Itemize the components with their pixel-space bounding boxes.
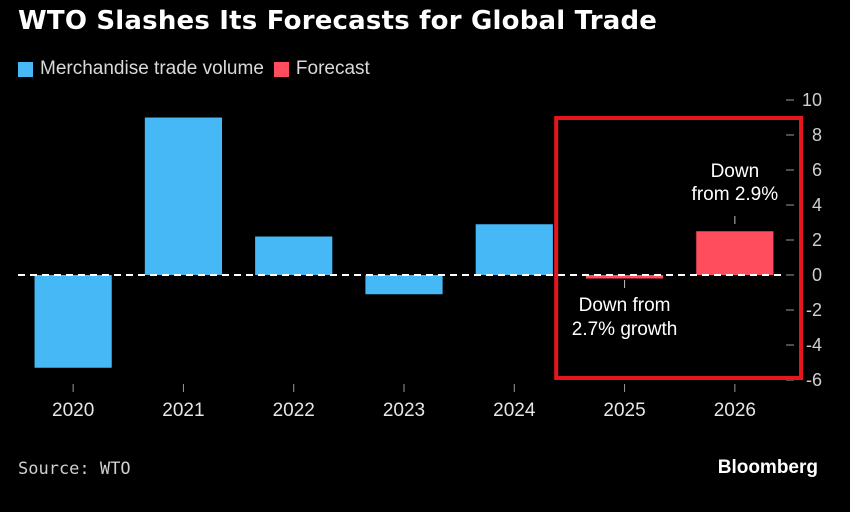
bar-2025 — [585, 275, 664, 279]
legend-label-actual: Merchandise trade volume — [40, 58, 264, 79]
y-tick-label: 10 — [802, 90, 822, 110]
y-tick-label: 4 — [812, 195, 822, 215]
bar-2026 — [696, 231, 774, 275]
legend-item-actual: Merchandise trade volume — [18, 58, 264, 80]
y-tick-label: 0 — [812, 265, 822, 285]
x-tick-label-2026: 2026 — [714, 400, 756, 421]
legend: Merchandise trade volume Forecast — [18, 58, 370, 80]
y-tick-label: -6 — [806, 370, 822, 390]
x-tick-label-2022: 2022 — [273, 400, 315, 421]
bloomberg-logo: Bloomberg — [717, 457, 818, 478]
y-tick-label: 8 — [812, 125, 822, 145]
forecast-highlight-box — [554, 116, 804, 380]
legend-swatch-actual — [18, 61, 33, 77]
legend-item-forecast: Forecast — [273, 58, 370, 80]
x-tick-label-2023: 2023 — [383, 400, 425, 421]
bar-2020 — [34, 275, 112, 368]
x-tick-label-2020: 2020 — [52, 400, 94, 421]
x-tick-label-2025: 2025 — [603, 400, 645, 421]
x-tick-label-2024: 2024 — [493, 400, 536, 421]
annotation-2026-line: Down — [711, 161, 760, 182]
chart-title: WTO Slashes Its Forecasts for Global Tra… — [18, 6, 658, 36]
bar-2022 — [255, 236, 333, 275]
y-tick-label: -4 — [806, 335, 822, 355]
source-note: Source: WTO — [18, 459, 131, 479]
legend-swatch-forecast — [273, 61, 289, 77]
x-tick-label-2021: 2021 — [162, 400, 204, 421]
y-tick-label: -2 — [806, 300, 822, 320]
legend-label-forecast: Forecast — [295, 58, 370, 79]
y-tick-label: 2 — [812, 230, 822, 250]
annotation-2025-line: 2.7% growth — [572, 319, 678, 340]
annotation-2026-line: from 2.9% — [692, 184, 779, 205]
y-tick-label: 6 — [812, 160, 822, 180]
bar-2023 — [365, 275, 443, 295]
bar-2021 — [144, 117, 223, 275]
bar-2024 — [475, 224, 553, 275]
annotation-2025-line: Down from — [579, 295, 671, 316]
